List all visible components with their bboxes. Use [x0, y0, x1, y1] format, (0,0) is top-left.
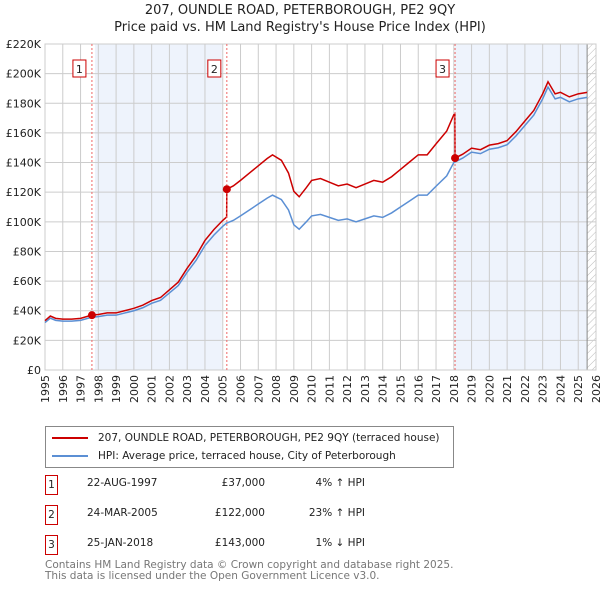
x-tick-label: 1999 [110, 375, 123, 403]
x-tick-label: 2013 [359, 375, 372, 403]
y-tick-label: £20K [13, 334, 42, 347]
sale-point [451, 154, 460, 163]
x-tick-label: 2023 [537, 375, 550, 403]
sale-point [87, 311, 96, 320]
x-tick-label: 1998 [92, 375, 105, 403]
sale-label: 1 [76, 63, 83, 76]
x-tick-label: 2009 [288, 375, 301, 403]
x-tick-label: 2020 [483, 375, 496, 403]
legend-item-hpi: HPI: Average price, terraced house, City… [52, 448, 396, 464]
legend-swatch-property [52, 437, 88, 439]
y-tick-label: £80K [13, 245, 42, 258]
line-chart: 1995 1996 1997 1998 1999 2000 2001 2002 2003 2004… [6, 38, 600, 403]
legend-swatch-hpi [52, 455, 88, 457]
sale-row: 3 25-JAN-2018 £143,000 1% ↓ HPI [45, 535, 445, 555]
sale-date: 24-MAR-2005 [87, 507, 158, 519]
chart-title: 207, OUNDLE ROAD, PETERBOROUGH, PE2 9QY [144, 3, 456, 18]
sale-label-box [72, 59, 87, 78]
footer-line1: Contains HM Land Registry data © Crown c… [45, 559, 454, 571]
x-tick-label: 2019 [466, 375, 479, 403]
y-tick-label: £60K [13, 275, 42, 288]
x-tick-label: 2005 [217, 375, 230, 403]
x-tick-label: 2024 [554, 375, 567, 403]
y-tick-label: £180K [6, 97, 42, 110]
x-tick-label: 2017 [430, 375, 443, 403]
future-hatch [587, 44, 596, 370]
x-tick-label: 2004 [199, 375, 212, 403]
y-tick-label: £40K [13, 305, 42, 318]
sale-hpi-change: 23% ↑ HPI [308, 507, 365, 519]
sale-label: 2 [211, 63, 218, 76]
y-tick-label: £120K [6, 186, 42, 199]
x-tick-label: 2011 [323, 375, 336, 403]
x-tick-label: 2018 [448, 375, 461, 403]
x-tick-label: 1997 [75, 375, 88, 403]
y-tick-label: £140K [6, 157, 42, 170]
x-tick-label: 2016 [412, 375, 425, 403]
footer: Contains HM Land Registry data © Crown c… [45, 560, 453, 582]
y-tick-label: £220K [6, 38, 42, 51]
x-tick-label: 2015 [394, 375, 407, 403]
x-tick-label: 2003 [181, 375, 194, 403]
x-tick-label: 2000 [128, 375, 141, 403]
sale-date: 25-JAN-2018 [87, 537, 154, 549]
property-line [44, 80, 588, 322]
sale-row: 1 22-AUG-1997 £37,000 4% ↑ HPI [45, 475, 445, 495]
chart-subtitle: Price paid vs. HM Land Registry's House … [114, 20, 486, 35]
legend-label-hpi: HPI: Average price, terraced house, City… [98, 450, 396, 462]
sale-price: £122,000 [214, 507, 265, 519]
x-tick-label: 2012 [341, 375, 354, 403]
x-tick-label: 2001 [146, 375, 159, 403]
plot-border [44, 43, 597, 371]
legend-item-property: 207, OUNDLE ROAD, PETERBOROUGH, PE2 9QY … [52, 430, 440, 446]
x-tick-label: 2006 [235, 375, 248, 403]
sale-date: 22-AUG-1997 [87, 477, 158, 489]
x-tick-label: 1995 [39, 375, 52, 403]
sale-row: 2 24-MAR-2005 £122,000 23% ↑ HPI [45, 505, 445, 525]
sale-marker-box: 3 [45, 535, 58, 555]
sale-marker-box: 2 [45, 505, 58, 525]
x-tick-label: 1996 [57, 375, 70, 403]
legend-label-property: 207, OUNDLE ROAD, PETERBOROUGH, PE2 9QY … [98, 432, 440, 444]
sale-label: 3 [439, 63, 446, 76]
sale-label-box [207, 59, 222, 78]
footer-line2: This data is licensed under the Open Gov… [45, 570, 380, 582]
y-tick-label: £0 [27, 364, 41, 377]
x-tick-label: 2010 [306, 375, 319, 403]
x-tick-label: 2008 [270, 375, 283, 403]
y-tick-label: £160K [6, 127, 42, 140]
x-tick-label: 2021 [501, 375, 514, 403]
sale-hpi-change: 1% ↓ HPI [315, 537, 365, 549]
y-tick-label: £200K [6, 68, 42, 81]
x-tick-label: 2022 [519, 375, 532, 403]
sale-label-box [435, 59, 450, 78]
shaded-period [455, 44, 588, 370]
x-tick-label: 2014 [377, 375, 390, 403]
sale-price: £37,000 [221, 477, 265, 489]
sale-price: £143,000 [214, 537, 265, 549]
sale-marker-box: 1 [45, 475, 58, 495]
legend: 207, OUNDLE ROAD, PETERBOROUGH, PE2 9QY … [45, 426, 454, 468]
x-tick-label: 2026 [590, 375, 600, 403]
sale-hpi-change: 4% ↑ HPI [315, 477, 365, 489]
x-tick-label: 2025 [572, 375, 585, 403]
shaded-period [94, 44, 222, 370]
x-tick-label: 2007 [252, 375, 265, 403]
sale-point [222, 185, 231, 194]
hpi-line [44, 85, 588, 324]
y-tick-label: £100K [6, 216, 42, 229]
x-tick-label: 2002 [163, 375, 176, 403]
